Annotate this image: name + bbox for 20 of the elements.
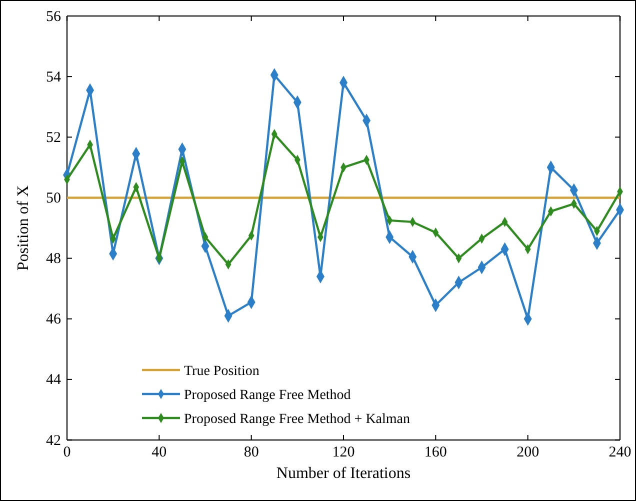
y-tick-label: 46 (46, 312, 62, 328)
x-tick-label: 240 (608, 444, 632, 461)
y-tick-label: 48 (46, 251, 61, 268)
y-axis-title: Position of X (15, 184, 32, 271)
y-tick-label: 56 (46, 8, 62, 25)
y-tick-label: 54 (46, 69, 62, 86)
x-axis-title: Number of Iterations (276, 465, 411, 482)
y-tick-label: 44 (46, 372, 62, 388)
x-tick-label: 120 (332, 444, 355, 461)
legend-label: Proposed Range Free Method + Kalman (184, 412, 410, 427)
legend-label: Proposed Range Free Method (184, 388, 351, 403)
x-tick-label: 80 (244, 444, 259, 461)
x-tick-label: 40 (152, 444, 167, 461)
x-tick-label: 200 (516, 444, 540, 461)
x-tick-label: 160 (424, 444, 447, 461)
legend-label: True Position (184, 364, 260, 379)
y-tick-label: 50 (46, 190, 61, 207)
y-tick-label: 52 (46, 130, 61, 146)
x-tick-label: 0 (63, 444, 71, 461)
y-tick-label: 42 (46, 432, 61, 449)
